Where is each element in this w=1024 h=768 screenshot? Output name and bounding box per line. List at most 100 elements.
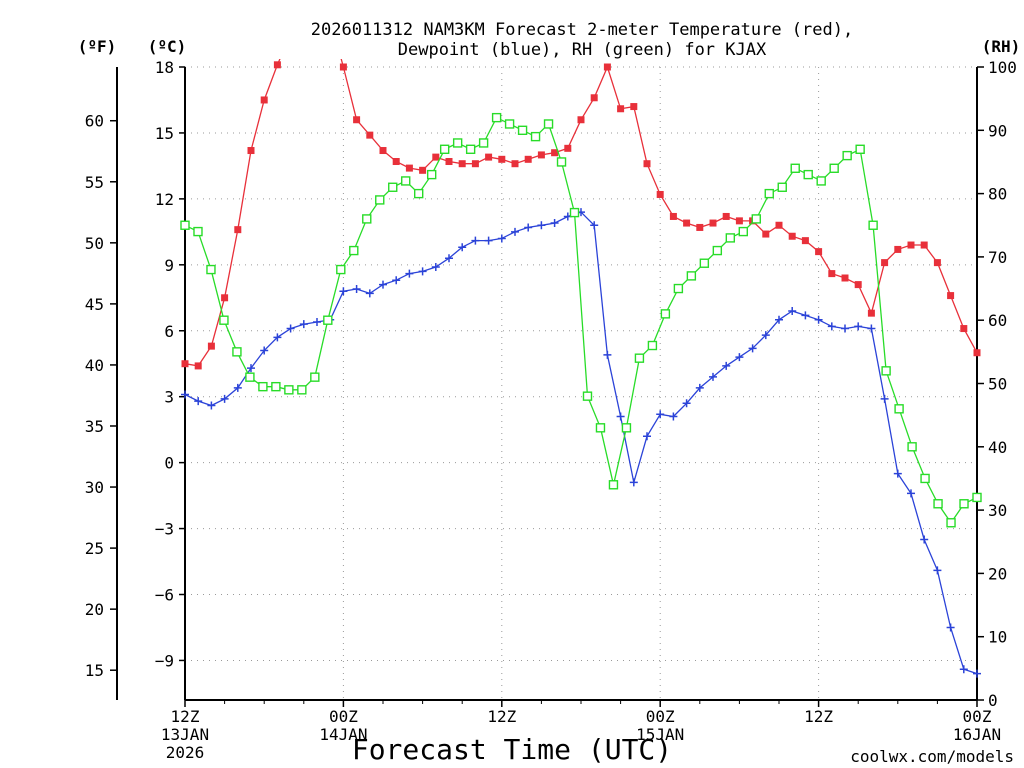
rh-point — [751, 214, 761, 224]
x-tick-time-label: 00Z — [646, 707, 675, 726]
rh-point — [180, 220, 190, 230]
dewpoint-point — [233, 383, 242, 392]
dewpoint-point — [220, 394, 229, 403]
temperature-point — [960, 325, 968, 333]
temperature-point — [511, 160, 519, 168]
rh-point — [777, 182, 787, 192]
dewpoint-point — [511, 227, 519, 236]
rh-point — [388, 182, 398, 192]
dewpoint-point — [286, 324, 295, 333]
rh-point — [362, 214, 372, 224]
dewpoint-point — [418, 267, 427, 276]
x-tick-time-label: 12Z — [804, 707, 833, 726]
rh-point — [414, 188, 424, 199]
rh-point — [426, 169, 437, 180]
temperature-point — [801, 237, 809, 245]
x-tick-time-label: 12Z — [487, 707, 516, 726]
rh-point — [634, 353, 645, 363]
rh-point — [790, 163, 800, 173]
celsius-tick-label: 15 — [155, 124, 174, 143]
fahrenheit-tick-label: 20 — [85, 600, 104, 619]
rh-point — [608, 480, 619, 490]
dewpoint-point — [431, 263, 440, 272]
temperature-point — [564, 144, 572, 152]
chart-title-line1: 2026011312 NAM3KM Forecast 2-meter Tempe… — [311, 20, 853, 40]
rh-point — [816, 176, 826, 186]
rh-point — [284, 385, 294, 395]
rh-tick-label: 100 — [988, 58, 1017, 77]
dewpoint-point — [656, 410, 665, 419]
dewpoint-point — [788, 306, 797, 315]
temperature-point — [881, 259, 889, 267]
dewpoint-point — [867, 324, 876, 333]
temperature-point — [207, 342, 215, 350]
temperature-point — [405, 164, 413, 172]
rh-point — [569, 207, 580, 218]
dewpoint-point — [537, 221, 546, 230]
dewpoint-point — [603, 350, 612, 359]
temperature-point — [194, 362, 202, 370]
rh-point — [491, 112, 502, 123]
temperature-point — [260, 96, 268, 104]
rh-point — [621, 423, 632, 433]
dewpoint-point — [709, 372, 717, 381]
dewpoint-point — [880, 394, 889, 403]
dewpoint-point — [550, 219, 559, 228]
dewpoint-point — [643, 432, 651, 441]
fahrenheit-tick-label: 55 — [85, 173, 104, 192]
temperature-point — [643, 160, 651, 168]
dewpoint-point — [722, 361, 731, 370]
temperature-point — [709, 219, 717, 227]
temperature-point — [287, 31, 294, 38]
rh-point — [725, 233, 736, 243]
temperature-point — [577, 116, 585, 124]
temperature-point — [498, 155, 506, 163]
source-credit: coolwx.com/models — [850, 747, 1014, 766]
dewpoint-point — [497, 234, 506, 243]
temperature-point — [947, 292, 955, 300]
dewpoint-point — [207, 401, 216, 410]
dewpoint-point — [735, 353, 744, 362]
dewpoint-point — [893, 469, 902, 478]
temperature-point — [445, 158, 453, 166]
temperature-point — [366, 131, 374, 139]
temperature-point — [458, 160, 466, 168]
rh-point — [699, 258, 710, 268]
celsius-tick-label: −3 — [155, 520, 174, 539]
rh-point — [855, 144, 865, 154]
dewpoint-point — [827, 322, 836, 331]
rh-point — [933, 499, 943, 509]
fahrenheit-tick-label: 40 — [85, 356, 104, 375]
temperature-point — [696, 223, 704, 231]
dewpoint-point — [339, 287, 348, 296]
rh-point — [517, 125, 528, 136]
temperature-point — [854, 281, 862, 289]
rh-point — [297, 385, 307, 395]
dewpoint-point — [260, 346, 269, 355]
temperature-point — [551, 149, 559, 157]
temperature-point — [867, 309, 875, 317]
temperature-point — [973, 349, 981, 357]
dewpoint-point — [801, 311, 810, 320]
rh-tick-label: 40 — [988, 438, 1007, 457]
temperature-point — [221, 294, 229, 302]
fahrenheit-tick-label: 25 — [85, 539, 104, 558]
dewpoint-point — [273, 333, 282, 342]
temperature-point — [907, 241, 915, 249]
rh-point — [959, 499, 969, 509]
rh-point — [686, 271, 697, 281]
rh-point — [193, 226, 203, 237]
rh-point — [556, 157, 567, 167]
temperature-point — [537, 151, 545, 159]
dewpoint-point — [854, 322, 863, 331]
temperature-point — [181, 360, 189, 368]
rh-point — [375, 195, 385, 205]
rh-point — [972, 492, 982, 503]
rh-tick-label: 30 — [988, 501, 1007, 520]
dewpoint-point — [775, 315, 783, 324]
rh-tick-label: 10 — [988, 628, 1007, 647]
rh-tick-label: 80 — [988, 185, 1007, 204]
x-tick-time-label: 12Z — [171, 707, 200, 726]
x-tick-time-label: 00Z — [963, 707, 992, 726]
